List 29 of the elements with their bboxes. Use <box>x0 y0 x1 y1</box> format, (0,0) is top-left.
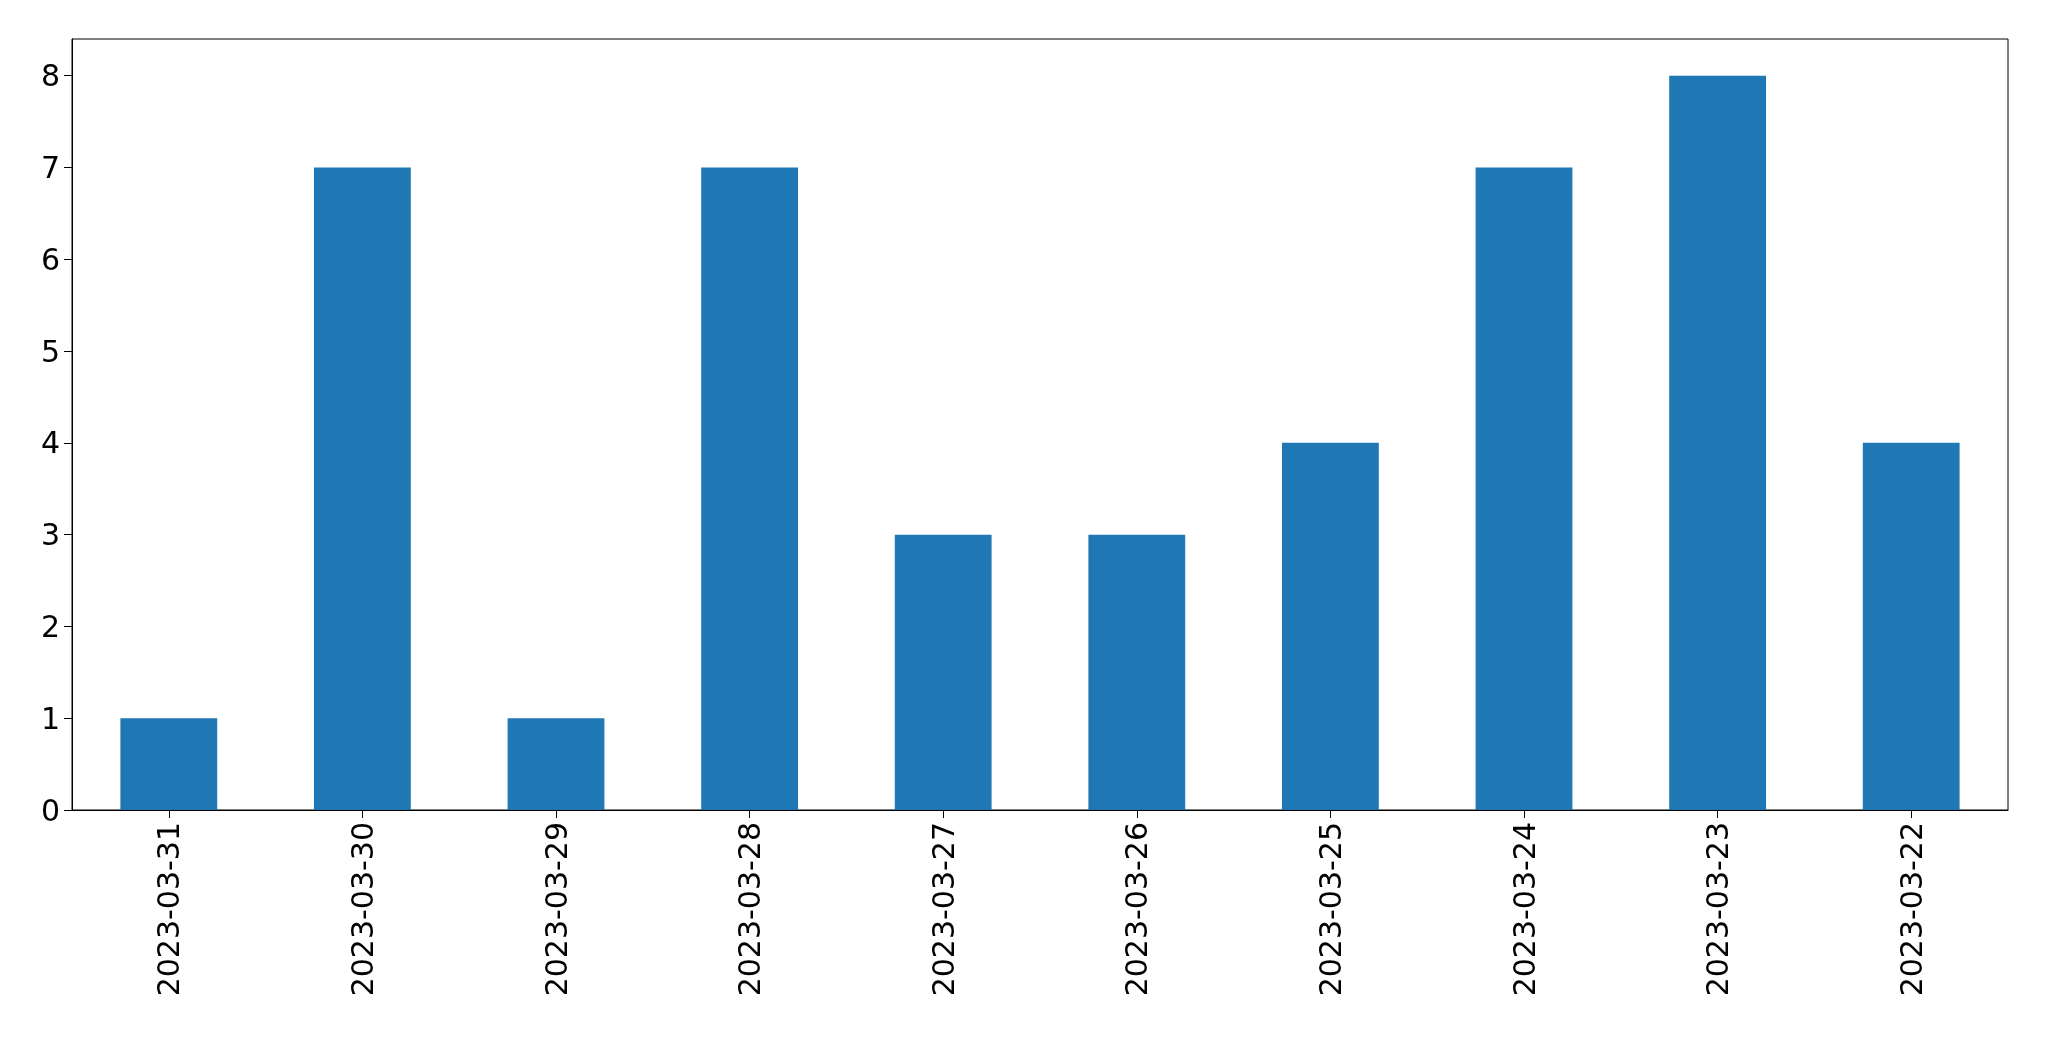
y-tick-label: 1 <box>40 700 60 736</box>
x-tick-label: 2023-03-26 <box>1119 822 1155 997</box>
x-tick-label: 2023-03-28 <box>732 822 768 997</box>
bar <box>1669 75 1766 810</box>
y-tick-label: 2 <box>40 608 60 644</box>
bar <box>1862 442 1960 810</box>
y-tick-label: 8 <box>40 58 60 94</box>
y-tick-label: 3 <box>40 517 60 553</box>
bar <box>507 718 605 810</box>
y-tick-label: 0 <box>40 792 60 828</box>
x-tick-label: 2023-03-30 <box>344 822 380 997</box>
bar <box>701 167 798 810</box>
bar <box>120 718 218 810</box>
x-tick-label: 2023-03-31 <box>151 822 187 997</box>
x-tick-label: 2023-03-22 <box>1893 822 1929 997</box>
y-tick-label: 7 <box>40 150 60 185</box>
x-tick-label: 2023-03-27 <box>925 822 961 997</box>
x-tick-label: 2023-03-25 <box>1312 822 1348 997</box>
bar <box>1282 442 1379 810</box>
bar <box>314 167 411 810</box>
y-tick-label: 6 <box>40 241 60 277</box>
y-tick-label: 5 <box>40 333 60 369</box>
x-tick-label: 2023-03-23 <box>1700 822 1736 997</box>
bar <box>1088 534 1186 810</box>
bar <box>1475 167 1573 810</box>
y-tick-label: 4 <box>40 425 60 461</box>
x-tick-label: 2023-03-29 <box>538 822 574 997</box>
x-tick-label: 2023-03-24 <box>1506 822 1542 997</box>
bar <box>894 534 992 810</box>
